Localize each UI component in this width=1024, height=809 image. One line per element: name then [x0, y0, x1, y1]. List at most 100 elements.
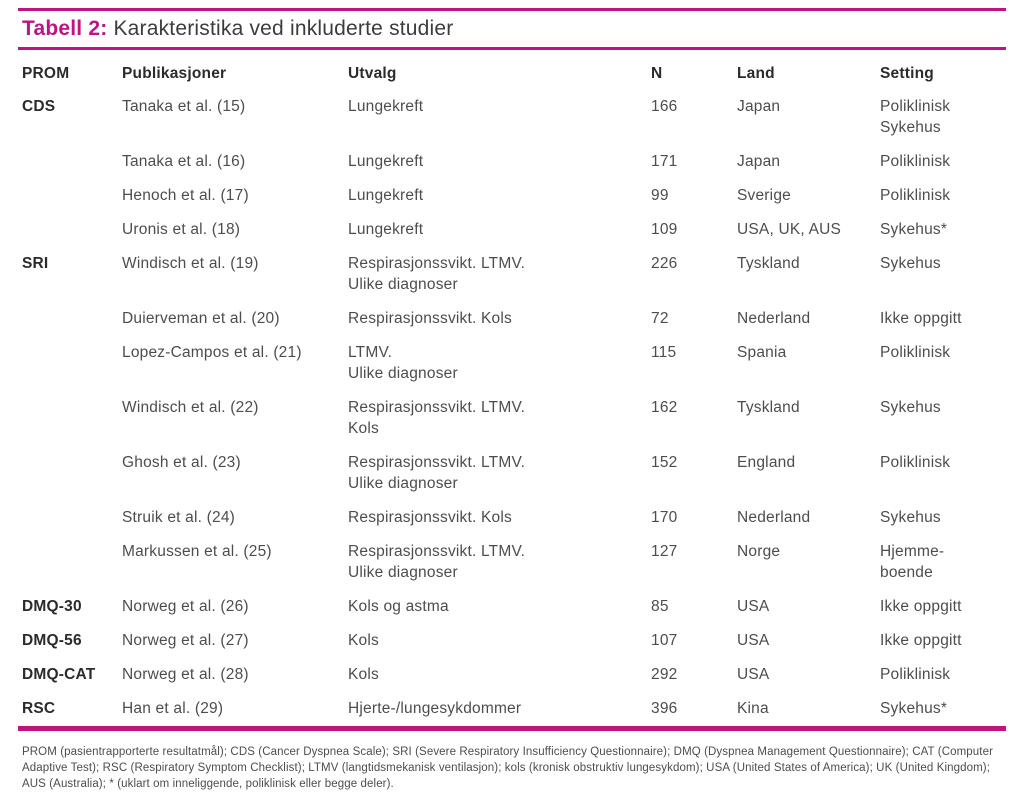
table-row: CDS Tanaka et al. (15) Lungekreft 166 Ja…: [18, 90, 1006, 145]
cell-setting: Sykehus: [880, 509, 941, 526]
cell-publikasjon: Tanaka et al. (15): [122, 98, 246, 115]
cell-setting: Sykehus*: [880, 700, 948, 717]
cell-publikasjon: Henoch et al. (17): [122, 187, 249, 204]
cell-publikasjon: Norweg et al. (28): [122, 666, 249, 683]
cell-n: 166: [651, 98, 678, 115]
cell-land: Tyskland: [737, 399, 800, 416]
table-row: DMQ-30 Norweg et al. (26) Kols og astma …: [18, 590, 1006, 624]
cell-publikasjon: Markussen et al. (25): [122, 543, 272, 560]
studies-table: PROM Publikasjoner Utvalg N Land Setting…: [18, 51, 1006, 726]
cell-prom: [18, 535, 122, 590]
header-n: N: [651, 65, 663, 82]
cell-setting: Sykehus: [880, 255, 941, 272]
top-rule: [18, 8, 1006, 11]
cell-land: USA: [737, 598, 770, 615]
cell-utvalg: Respirasjonssvikt. Kols: [348, 310, 512, 327]
cell-setting: Ikke oppgitt: [880, 632, 962, 649]
cell-prom: [18, 302, 122, 336]
cell-prom: DMQ-CAT: [22, 666, 96, 683]
table-title: Tabell 2: Karakteristika ved inkluderte s…: [18, 11, 1006, 47]
cell-n: 115: [651, 344, 677, 361]
cell-prom: RSC: [22, 700, 56, 717]
cell-prom: [18, 336, 122, 391]
header-utvalg: Utvalg: [348, 65, 397, 82]
cell-publikasjon: Ghosh et al. (23): [122, 454, 241, 471]
cell-n: 127: [651, 543, 678, 560]
header-prom: PROM: [22, 65, 70, 82]
cell-utvalg: Respirasjonssvikt. LTMV. Ulike diagnoser: [348, 454, 526, 492]
cell-publikasjon: Windisch et al. (22): [122, 399, 259, 416]
cell-prom: [18, 179, 122, 213]
table-row: Duierveman et al. (20) Respirasjonssvikt…: [18, 302, 1006, 336]
cell-prom: DMQ-30: [22, 598, 82, 615]
cell-land: England: [737, 454, 796, 471]
cell-land: USA, UK, AUS: [737, 221, 842, 238]
cell-n: 170: [651, 509, 678, 526]
cell-setting: Poliklinisk Sykehus: [880, 98, 951, 136]
cell-land: Tyskland: [737, 255, 800, 272]
table-row: SRI Windisch et al. (19) Respirasjonssvi…: [18, 247, 1006, 302]
cell-land: Nederland: [737, 509, 811, 526]
table-row: DMQ-56 Norweg et al. (27) Kols 107 USA I…: [18, 624, 1006, 658]
cell-utvalg: LTMV. Ulike diagnoser: [348, 344, 458, 382]
cell-utvalg: Respirasjonssvikt. LTMV. Kols: [348, 399, 526, 437]
table-row: DMQ-CAT Norweg et al. (28) Kols 292 USA …: [18, 658, 1006, 692]
cell-n: 226: [651, 255, 678, 272]
cell-publikasjon: Tanaka et al. (16): [122, 153, 246, 170]
cell-prom: [18, 446, 122, 501]
cell-publikasjon: Han et al. (29): [122, 700, 224, 717]
cell-land: Kina: [737, 700, 769, 717]
table-row: Uronis et al. (18) Lungekreft 109 USA, U…: [18, 213, 1006, 247]
table-bottom-rule: [18, 726, 1006, 731]
cell-prom: [18, 145, 122, 179]
cell-utvalg: Lungekreft: [348, 98, 424, 115]
cell-land: USA: [737, 632, 770, 649]
cell-publikasjon: Lopez-Campos et al. (21): [122, 344, 302, 361]
table-row: Tanaka et al. (16) Lungekreft 171 Japan …: [18, 145, 1006, 179]
cell-prom: SRI: [22, 255, 49, 272]
cell-publikasjon: Norweg et al. (26): [122, 598, 249, 615]
header-row: PROM Publikasjoner Utvalg N Land Setting: [18, 51, 1006, 90]
cell-land: Norge: [737, 543, 781, 560]
cell-n: 292: [651, 666, 678, 683]
cell-utvalg: Respirasjonssvikt. LTMV. Ulike diagnoser: [348, 543, 526, 581]
cell-n: 152: [651, 454, 678, 471]
cell-setting: Sykehus: [880, 399, 941, 416]
cell-utvalg: Kols og astma: [348, 598, 449, 615]
cell-utvalg: Kols: [348, 666, 379, 683]
cell-publikasjon: Norweg et al. (27): [122, 632, 249, 649]
cell-land: Nederland: [737, 310, 811, 327]
cell-n: 85: [651, 598, 669, 615]
cell-setting: Poliklinisk: [880, 187, 951, 204]
cell-land: Sverige: [737, 187, 791, 204]
table-header: PROM Publikasjoner Utvalg N Land Setting: [18, 51, 1006, 90]
cell-land: Japan: [737, 98, 781, 115]
title-bottom-rule: [18, 47, 1006, 50]
cell-land: USA: [737, 666, 770, 683]
cell-prom: DMQ-56: [22, 632, 82, 649]
cell-utvalg: Lungekreft: [348, 187, 424, 204]
cell-utvalg: Respirasjonssvikt. Kols: [348, 509, 512, 526]
cell-setting: Poliklinisk: [880, 454, 951, 471]
table-title-text: Karakteristika ved inkluderte studier: [113, 17, 454, 40]
cell-utvalg: Respirasjonssvikt. LTMV. Ulike diagnoser: [348, 255, 526, 293]
cell-n: 171: [651, 153, 678, 170]
table-row: Henoch et al. (17) Lungekreft 99 Sverige…: [18, 179, 1006, 213]
cell-setting: Poliklinisk: [880, 344, 951, 361]
article-table-page: Tabell 2: Karakteristika ved inkluderte s…: [0, 8, 1024, 809]
header-land: Land: [737, 65, 775, 82]
cell-setting: Ikke oppgitt: [880, 598, 962, 615]
cell-publikasjon: Duierveman et al. (20): [122, 310, 280, 327]
cell-setting: Sykehus*: [880, 221, 948, 238]
table-body: CDS Tanaka et al. (15) Lungekreft 166 Ja…: [18, 90, 1006, 726]
cell-setting: Ikke oppgitt: [880, 310, 962, 327]
cell-prom: [18, 213, 122, 247]
cell-utvalg: Lungekreft: [348, 221, 424, 238]
table-row: Struik et al. (24) Respirasjonssvikt. Ko…: [18, 501, 1006, 535]
table-row: Ghosh et al. (23) Respirasjonssvikt. LTM…: [18, 446, 1006, 501]
cell-publikasjon: Windisch et al. (19): [122, 255, 259, 272]
cell-publikasjon: Uronis et al. (18): [122, 221, 241, 238]
cell-setting: Poliklinisk: [880, 153, 951, 170]
cell-n: 107: [651, 632, 678, 649]
header-publikasjoner: Publikasjoner: [122, 65, 227, 82]
